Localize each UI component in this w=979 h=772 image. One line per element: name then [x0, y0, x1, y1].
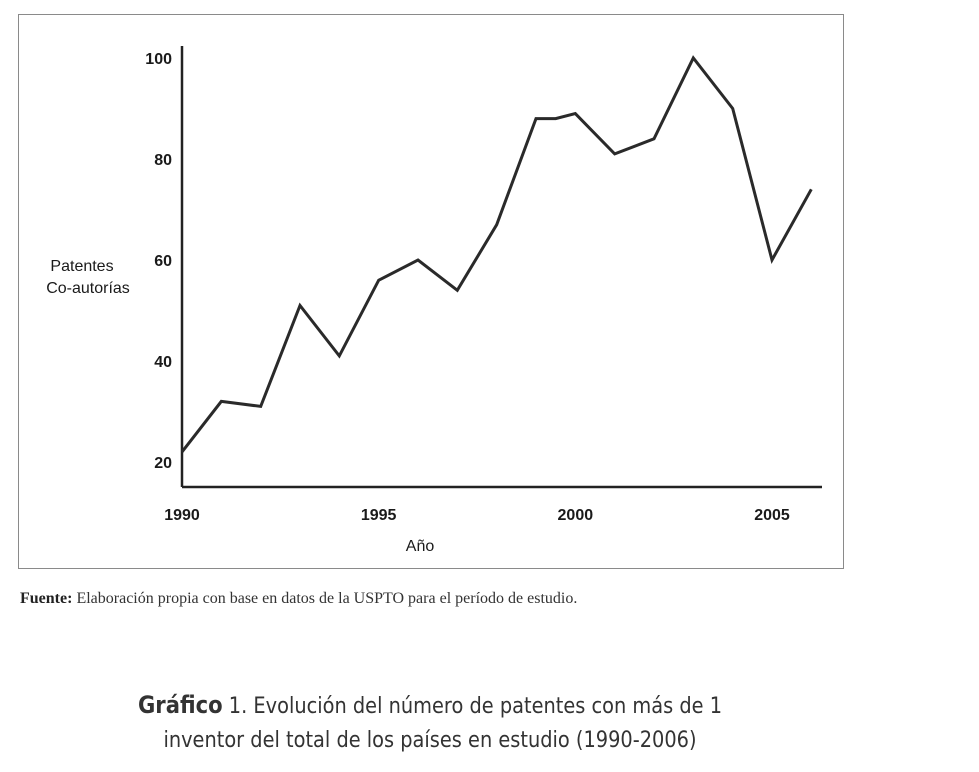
y-tick-label: 40 — [154, 354, 172, 371]
y-axis-label-line2: Co-autorías — [46, 280, 130, 297]
x-tick-label: 2005 — [754, 507, 790, 524]
caption-text-line2: inventor del total de los países en estu… — [163, 728, 697, 753]
y-tick-label: 100 — [145, 51, 172, 68]
source-text: Elaboración propia con base en datos de … — [72, 590, 578, 607]
source-note: Fuente: Elaboración propia con base en d… — [20, 590, 577, 608]
x-tick-labels: 1990 1995 2000 2005 — [164, 507, 790, 524]
line-chart: 20 40 60 80 100 1990 1995 2000 2005 Patentes Co… — [46, 46, 822, 555]
series-points — [182, 58, 812, 452]
source-label: Fuente: — [20, 590, 73, 607]
figure-caption: Gráfico 1. Evolución del número de paten… — [52, 688, 809, 758]
chart-frame — [18, 14, 844, 569]
caption-text-line1: Evolución del número de patentes con más… — [247, 694, 723, 719]
y-tick-label: 60 — [154, 253, 172, 270]
x-axis-label: Año — [406, 538, 435, 555]
y-axis-label-line1: Patentes — [50, 258, 113, 275]
series-line — [180, 55, 813, 453]
y-tick-label: 80 — [154, 152, 172, 169]
y-tick-label: 20 — [154, 455, 172, 472]
caption-number: 1. — [222, 694, 248, 719]
x-tick-label: 1995 — [361, 507, 397, 524]
x-tick-label: 2000 — [558, 507, 594, 524]
x-tick-label: 1990 — [164, 507, 200, 524]
caption-label: Gráfico — [137, 691, 223, 719]
y-tick-labels: 20 40 60 80 100 — [145, 51, 172, 472]
caption-line1: Gráfico 1. Evolución del número de paten… — [52, 688, 809, 724]
chart-axes — [180, 46, 822, 489]
